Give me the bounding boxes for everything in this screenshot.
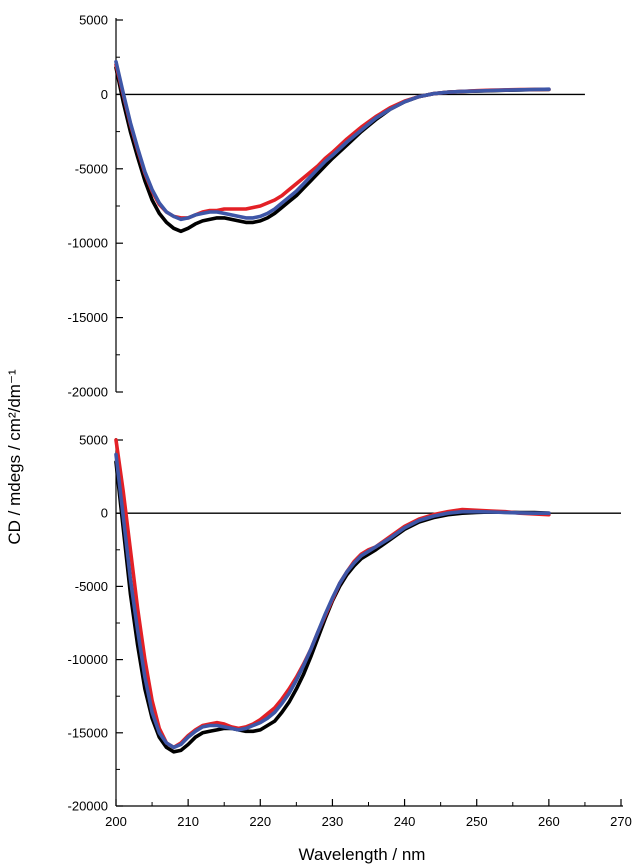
bottom-x-tick-label: 220 xyxy=(249,814,271,829)
bottom-series-1-line xyxy=(114,438,551,750)
bottom-x-tick-label: 230 xyxy=(322,814,344,829)
top-y-tick-label: -20000 xyxy=(68,385,108,400)
x-axis-title: Wavelength / nm xyxy=(299,845,426,864)
bottom-x-tick-label: 240 xyxy=(394,814,416,829)
top-y-tick-label: -15000 xyxy=(68,310,108,325)
top-y-tick-label: 5000 xyxy=(79,13,108,28)
bottom-series-2-line xyxy=(114,452,551,750)
bottom-x-tick-label: 250 xyxy=(466,814,488,829)
bottom-series-0-line xyxy=(114,460,551,754)
bottom-y-tick-label: -5000 xyxy=(75,579,108,594)
bottom-y-tick-label: -15000 xyxy=(68,725,108,740)
bottom-x-tick-label: 260 xyxy=(538,814,560,829)
top-series-1-line xyxy=(114,62,551,220)
top-y-tick-label: -5000 xyxy=(75,161,108,176)
top-y-tick-label: 0 xyxy=(101,87,108,102)
bottom-y-tick-label: -20000 xyxy=(68,799,108,814)
top-y-tick-label: -10000 xyxy=(68,236,108,251)
bottom-x-tick-label: 210 xyxy=(177,814,199,829)
bottom-x-tick-label: 200 xyxy=(105,814,127,829)
bottom-x-tick-label: 270 xyxy=(610,814,632,829)
top-chart-panel: 5000 0 -5000 -10000 -15000 -20000 xyxy=(68,13,585,400)
bottom-y-tick-label: -10000 xyxy=(68,652,108,667)
top-series-2-line xyxy=(114,59,551,222)
bottom-y-tick-label: 5000 xyxy=(79,433,108,448)
y-axis-title: CD / mdegs / cm²/dm⁻¹ xyxy=(5,369,24,545)
bottom-y-tick-label: 0 xyxy=(101,506,108,521)
